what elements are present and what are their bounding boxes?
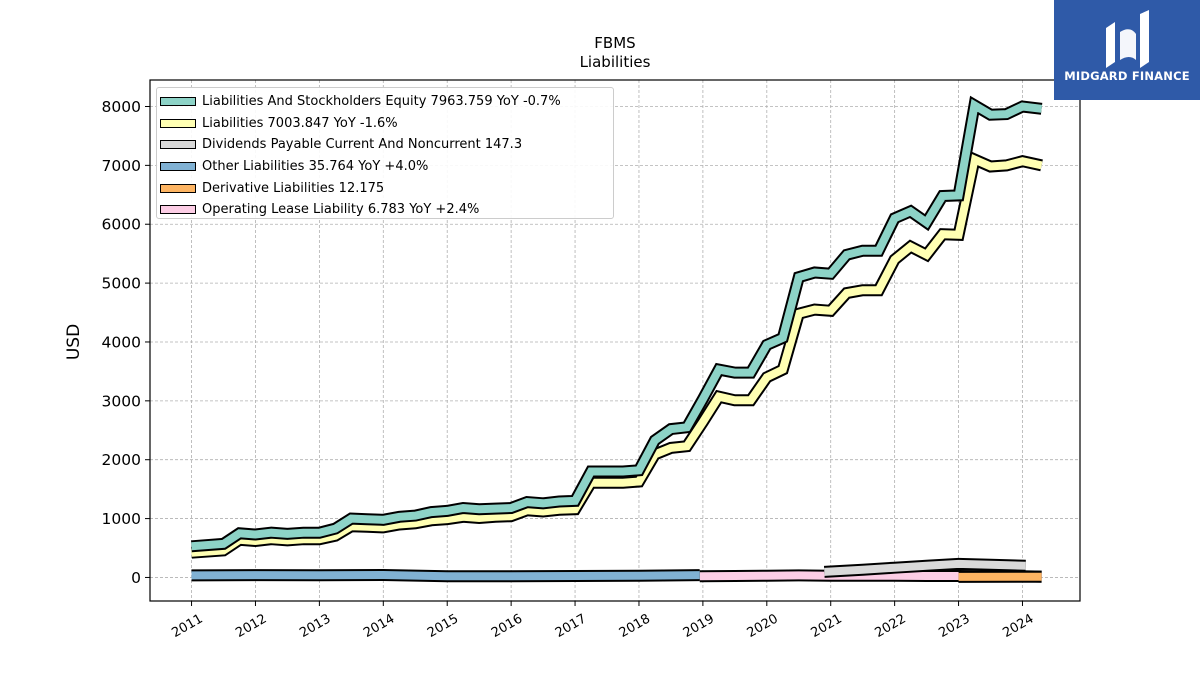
series-line — [191, 570, 700, 581]
x-tick-label: 2019 — [681, 611, 717, 641]
legend-item: Liabilities And Stockholders Equity 7963… — [157, 91, 613, 113]
series-line — [191, 98, 1043, 551]
legend-item: Other Liabilities 35.764 YoY +4.0% — [157, 156, 613, 178]
y-tick-label: 4000 — [102, 333, 141, 351]
y-tick-label: 0 — [131, 569, 141, 587]
legend-label: Operating Lease Liability 6.783 YoY +2.4… — [202, 202, 480, 218]
series-line — [824, 559, 1026, 576]
x-tick-label: 2011 — [169, 611, 205, 641]
series-0 — [191, 95, 1043, 553]
series-layer — [191, 95, 1043, 583]
legend-item: Derivative Liabilities 12.175 — [157, 177, 613, 199]
y-tick-label: 7000 — [102, 157, 141, 175]
legend-label: Other Liabilities 35.764 YoY +4.0% — [202, 159, 429, 175]
y-tick-label: 2000 — [102, 451, 141, 469]
logo-text: MIDGARD FINANCE — [1064, 69, 1190, 83]
x-tick-label: 2017 — [553, 611, 589, 641]
legend-label: Dividends Payable Current And Noncurrent… — [202, 137, 523, 153]
legend-item: Operating Lease Liability 6.783 YoY +2.4… — [157, 199, 613, 221]
series-2 — [823, 557, 1026, 578]
midgard-logo-icon — [1106, 10, 1149, 68]
legend-swatch — [160, 205, 196, 215]
x-tick-label: 2020 — [745, 611, 781, 641]
x-tick-label: 2022 — [872, 611, 908, 641]
y-tick-label: 1000 — [102, 510, 141, 528]
x-tick-label: 2012 — [233, 611, 269, 641]
series-1 — [191, 151, 1043, 559]
chart-title: FBMS — [594, 34, 635, 52]
legend-label: Liabilities And Stockholders Equity 7963… — [202, 94, 561, 110]
legend-swatch — [160, 183, 196, 193]
legend: Liabilities And Stockholders Equity 7963… — [156, 87, 614, 219]
y-tick-label: 8000 — [102, 98, 141, 116]
series-line — [191, 153, 1043, 557]
legend-swatch — [160, 140, 196, 150]
plot-frame — [149, 79, 1081, 602]
legend-swatch — [160, 118, 196, 128]
x-tick-label: 2018 — [617, 611, 653, 641]
x-tick-label: 2023 — [936, 611, 972, 641]
y-axis-label: USD — [64, 324, 84, 360]
y-tick-label: 3000 — [102, 392, 141, 410]
logo: MIDGARD FINANCE — [1054, 0, 1200, 100]
y-tick-label: 6000 — [102, 216, 141, 234]
x-tick-label: 2014 — [361, 611, 397, 641]
legend-label: Liabilities 7003.847 YoY -1.6% — [202, 115, 398, 131]
legend-item: Liabilities 7003.847 YoY -1.6% — [157, 113, 613, 135]
x-tick-label: 2024 — [1000, 611, 1036, 641]
legend-swatch — [160, 162, 196, 172]
y-tick-label: 5000 — [102, 275, 141, 293]
legend-item: Dividends Payable Current And Noncurrent… — [157, 134, 613, 156]
series-3 — [191, 568, 700, 583]
x-tick-label: 2015 — [425, 611, 461, 641]
chart-subtitle: Liabilities — [580, 53, 651, 71]
x-tick-label: 2021 — [809, 611, 845, 641]
x-tick-label: 2016 — [489, 611, 525, 641]
legend-swatch — [160, 97, 196, 107]
legend-label: Derivative Liabilities 12.175 — [202, 180, 385, 196]
x-tick-label: 2013 — [297, 611, 333, 641]
